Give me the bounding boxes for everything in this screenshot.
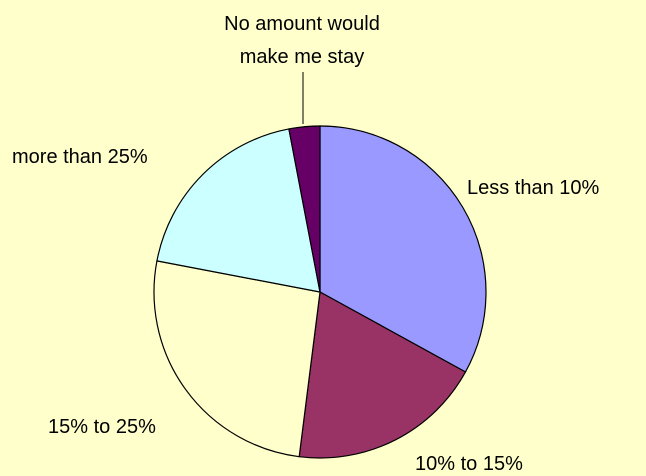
slice-label-less-than-10: Less than 10%: [467, 177, 600, 199]
pie-slice-no-amount-would-make-me-stay: [288, 125, 321, 293]
slice-label-more-than-25: more than 25%: [12, 146, 148, 168]
slice-label-15-to-25: 15% to 25%: [48, 416, 156, 438]
pie-slice-15-to-25: [153, 260, 321, 458]
pie-slice-more-than-25: [156, 128, 321, 293]
pie-slice-10-to-15: [298, 291, 467, 459]
slice-label-10-to-15: 10% to 15%: [415, 453, 523, 475]
pie-slices: [153, 125, 487, 459]
slice-labels: Less than 10% 10% to 15% 15% to 25% more…: [12, 13, 600, 475]
slice-label-no-amount-line-1: No amount would: [224, 13, 380, 35]
pie-slice-less-than-10: [319, 125, 487, 373]
slice-label-no-amount-line-2: make me stay: [240, 46, 364, 68]
